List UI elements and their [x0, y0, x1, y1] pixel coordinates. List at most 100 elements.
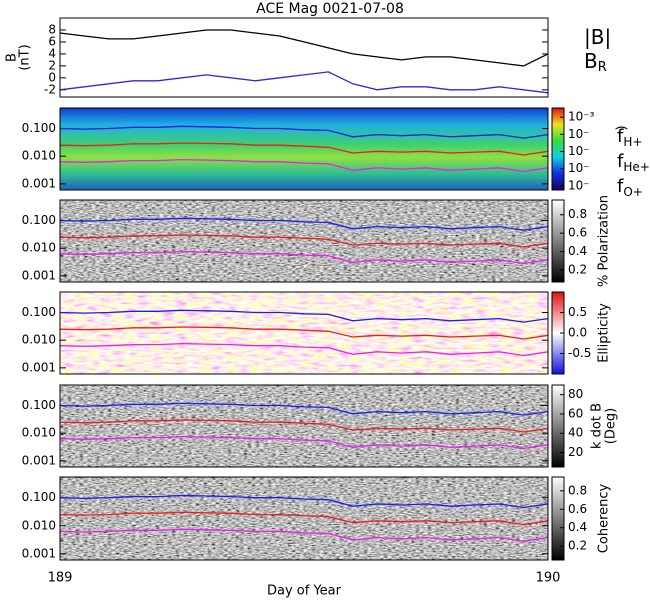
colorbar-tick-label: 10⁻	[568, 144, 590, 158]
series-line	[59, 528, 549, 542]
series-line	[59, 71, 549, 94]
colorbar-label: (Deg)	[604, 408, 619, 444]
series-line	[59, 29, 549, 67]
y-tick-label: 0.100	[22, 490, 56, 504]
y-tick-label: 0	[48, 70, 56, 84]
y-tick-label: 0.001	[22, 176, 56, 190]
colorbar	[551, 384, 565, 468]
colorbar-label: )	[615, 125, 630, 130]
colorbar-tick-label: 60	[568, 406, 583, 420]
series-line	[59, 494, 549, 509]
spectrogram-bg	[60, 292, 548, 374]
y-tick-label: -2	[44, 82, 56, 96]
plot-frame	[59, 17, 549, 98]
y-tick-label: 0.100	[22, 398, 56, 412]
spectrogram-bg	[60, 200, 548, 282]
series-line	[59, 125, 549, 139]
series-line	[59, 234, 549, 248]
colorbar-tick-label: 10⁻	[568, 178, 590, 192]
series-line	[59, 158, 549, 173]
spectrogram-bg	[60, 477, 548, 560]
legend-entry-main: B	[584, 49, 598, 73]
legend-entry-main: |B|	[584, 25, 611, 49]
colorbar-tick-label: 0.0	[568, 326, 587, 340]
y-tick-label: 0.010	[22, 149, 56, 163]
x-tick-label: 190	[536, 571, 561, 586]
colorbar-tick-label: 40	[568, 426, 583, 440]
y-tick-label: 0.100	[22, 213, 56, 227]
legend-entry-main: f	[617, 151, 624, 172]
plot-frame	[59, 384, 549, 468]
legend-entry: BR	[584, 49, 607, 75]
colorbar	[551, 199, 565, 283]
y-tick-label: 0.001	[22, 360, 56, 374]
legend-entry: fO+	[617, 176, 643, 199]
chart-title: ACE Mag 0021-07-08	[256, 1, 404, 17]
colorbar-tick-label: -0.5	[568, 346, 591, 360]
series-line	[59, 342, 549, 357]
y-axis-label: (nT)	[18, 44, 33, 70]
y-tick-label: 6	[48, 34, 56, 48]
y-tick-label: 0.010	[22, 426, 56, 440]
y-tick-label: 0.001	[22, 546, 56, 560]
y-tick-label: 8	[48, 22, 56, 36]
colorbar-tick-label: 80	[568, 387, 583, 401]
colorbar-tick-label: 0.4	[568, 244, 587, 258]
colorbar-tick-label: 0.8	[568, 483, 587, 497]
series-line	[59, 250, 549, 265]
y-tick-label: 0.010	[22, 241, 56, 255]
colorbar-tick-label: 0.6	[568, 502, 587, 516]
legend-entry: |B|	[584, 25, 611, 49]
legend-entry: fH+	[617, 126, 642, 149]
y-tick-label: 0.010	[22, 518, 56, 532]
series-line	[59, 142, 549, 156]
series-line	[59, 326, 549, 340]
y-axis-label: B	[5, 53, 20, 62]
colorbar-label: % Polarization	[597, 195, 612, 287]
series-line	[59, 511, 549, 526]
x-tick-label: 189	[48, 571, 73, 586]
legend-entry-sub: O+	[623, 185, 643, 199]
plot-frame	[59, 291, 549, 375]
colorbar-label: Coherency	[597, 483, 612, 553]
colorbar-tick-label: 0.2	[568, 539, 587, 553]
colorbar	[551, 476, 565, 561]
colorbar-tick-label: 10⁻	[568, 161, 590, 175]
colorbar-tick-label: 20	[568, 445, 583, 459]
series-line	[59, 217, 549, 231]
spectrogram-bg	[60, 108, 548, 190]
colorbar-tick-label: 0.2	[568, 263, 587, 277]
series-line	[59, 419, 549, 433]
y-tick-label: 0.001	[22, 268, 56, 282]
y-tick-label: 0.100	[22, 121, 56, 135]
colorbar-tick-label: 0.4	[568, 520, 587, 534]
series-line	[59, 309, 549, 323]
legend-entry-main: f	[617, 126, 624, 147]
y-tick-label: 0.010	[22, 333, 56, 347]
spectrogram-bg	[60, 385, 548, 467]
y-tick-label: 4	[48, 46, 56, 60]
y-tick-label: 2	[48, 58, 56, 72]
series-line	[59, 402, 549, 416]
y-tick-label: 0.001	[22, 453, 56, 467]
legend-entry-sub: He+	[623, 160, 649, 174]
legend-entry-sub: H+	[623, 135, 642, 149]
colorbar-label: k dot B	[590, 403, 605, 449]
x-axis-label: Day of Year	[267, 584, 342, 599]
colorbar-tick-label: 0.5	[568, 305, 587, 319]
plot-frame	[59, 199, 549, 283]
legend-entry-main: f	[617, 176, 624, 197]
colorbar-tick-label: 0.6	[568, 226, 587, 240]
series-line	[59, 435, 549, 450]
colorbar-tick-label: 10⁻	[568, 127, 590, 141]
plot-frame	[59, 107, 549, 191]
colorbar-tick-label: 10⁻³	[568, 110, 595, 124]
legend-entry: fHe+	[617, 151, 650, 174]
colorbar-label: Ellipticity	[597, 303, 612, 363]
y-tick-label: 0.100	[22, 305, 56, 319]
plot-frame	[59, 476, 549, 561]
legend-entry-sub: R	[598, 60, 607, 75]
colorbar	[551, 107, 565, 191]
